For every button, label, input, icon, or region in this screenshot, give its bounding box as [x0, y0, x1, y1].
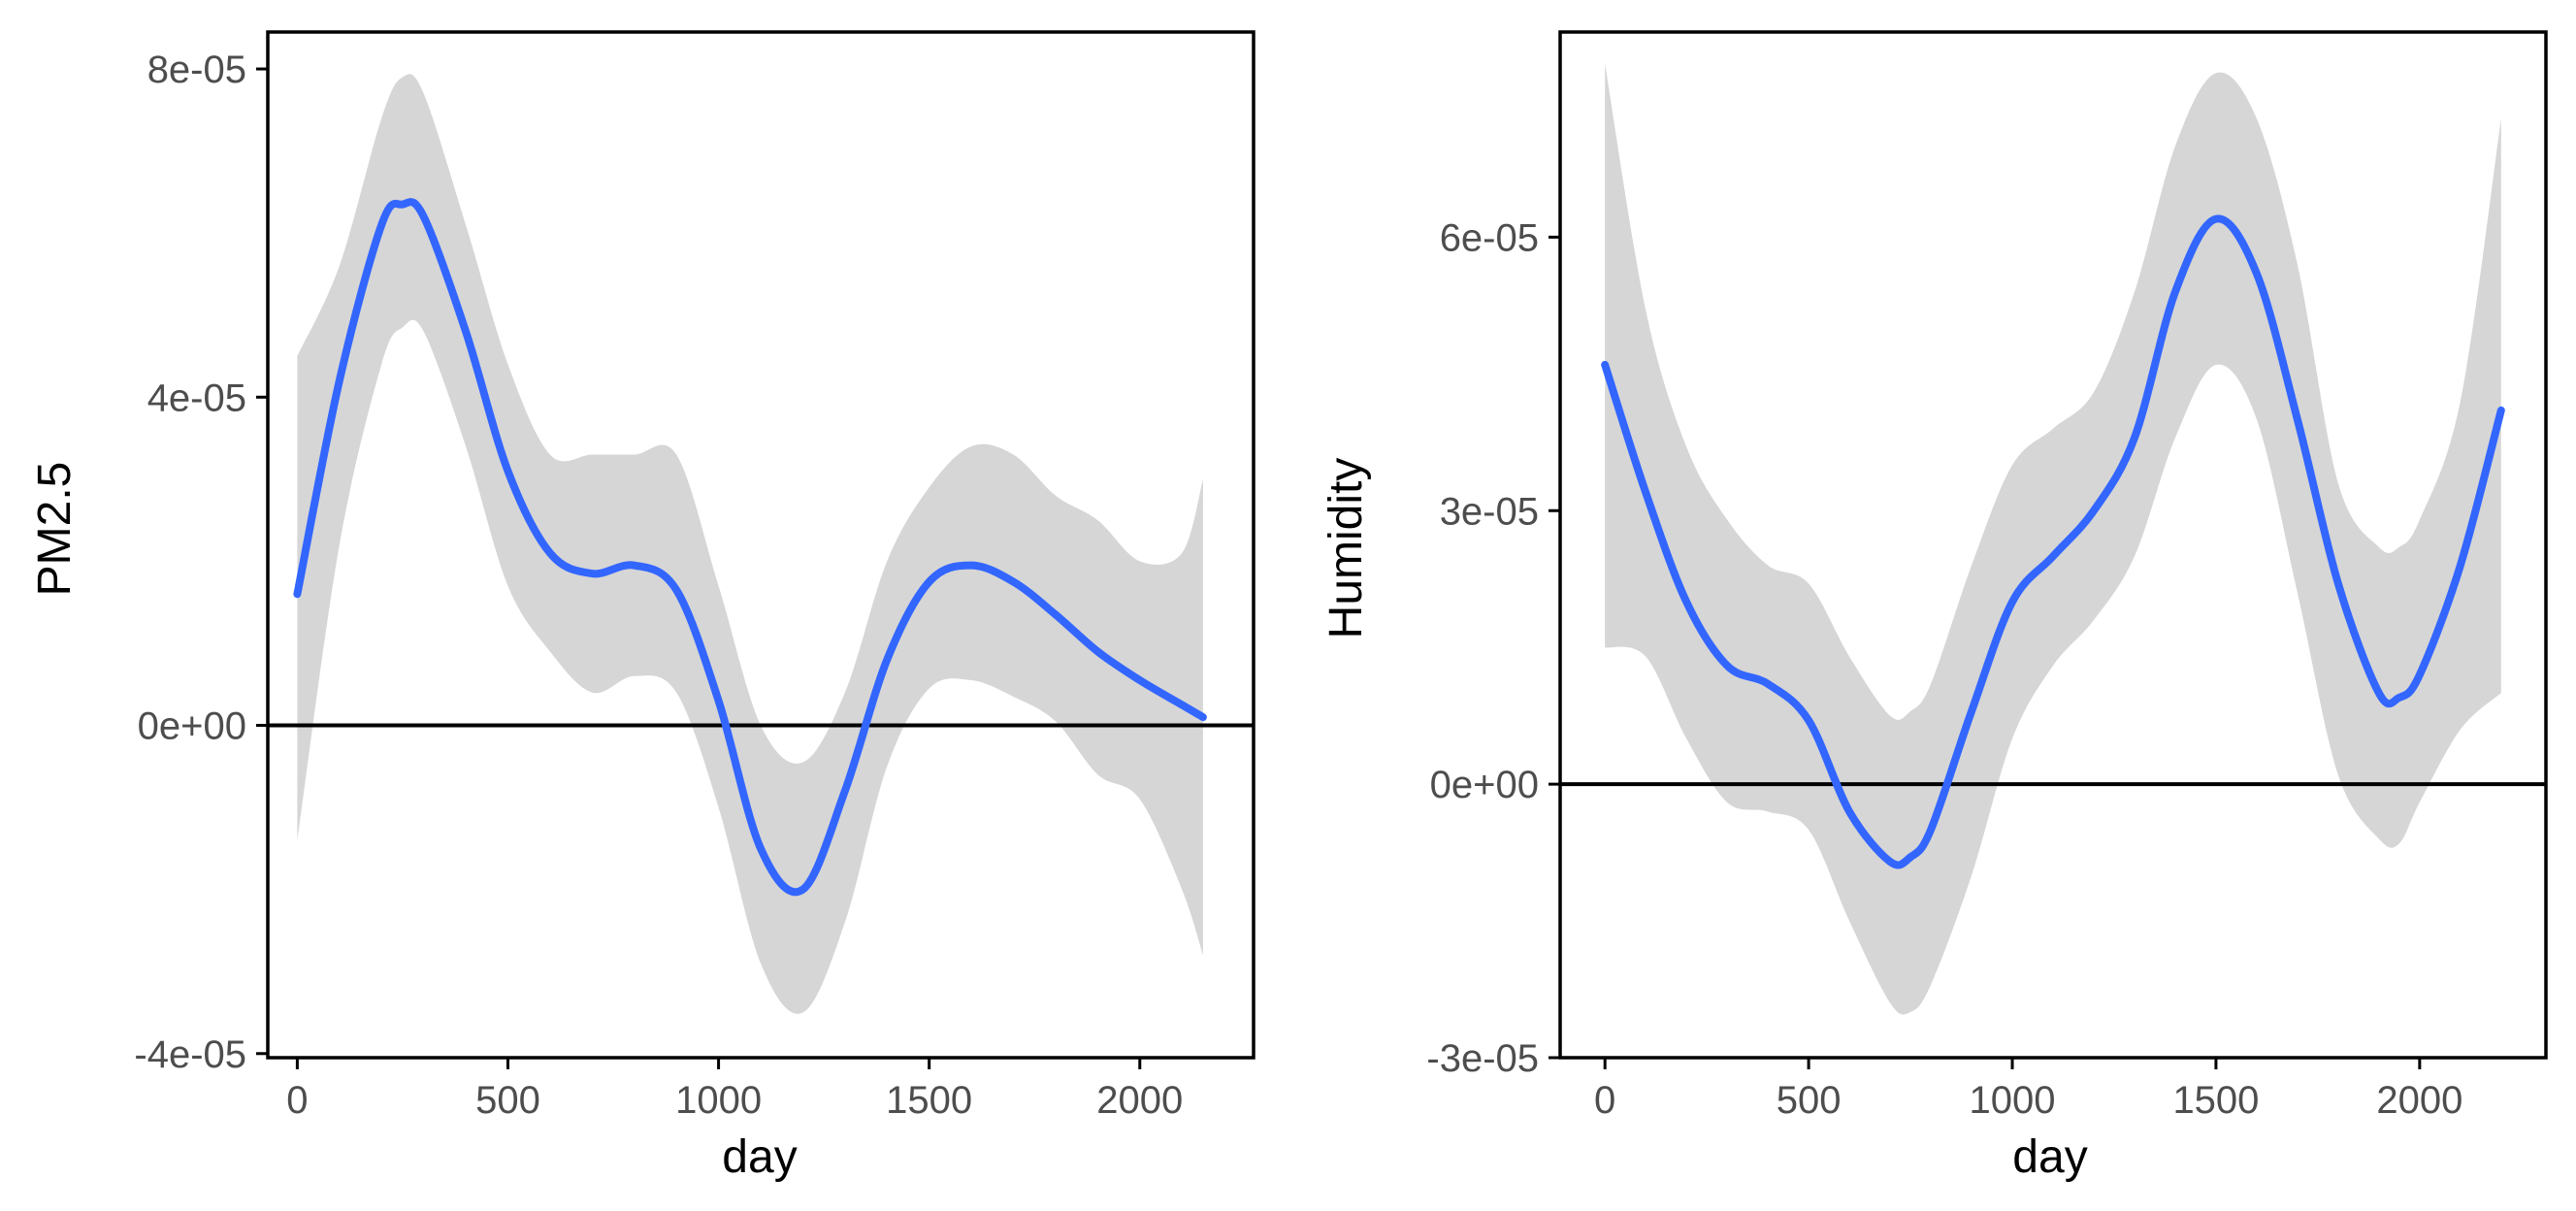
humidity-plot-frame: [1558, 30, 2548, 1060]
pm25-x-axis-title: day: [722, 1131, 797, 1183]
humidity-x-tick-label: 2000: [2376, 1079, 2462, 1122]
humidity-fitted-curve: [1601, 214, 2505, 869]
pm25-x-tick-label: 2000: [1096, 1079, 1183, 1122]
pm25-smooth-line: [293, 198, 1207, 897]
pm25-y-axis-title: PM2.5: [29, 462, 81, 597]
humidity-smooth-line: [1601, 214, 2505, 869]
pm25-plot-border: [266, 30, 1255, 1060]
pm25-plot-frame: [266, 30, 1255, 1060]
humidity-x-axis-title: day: [2012, 1131, 2087, 1183]
pm25-y-tick-label: 8e-05: [147, 49, 246, 91]
humidity-confidence-ribbon: [1605, 63, 2501, 1015]
pm25-x-tick-label: 1500: [886, 1079, 972, 1122]
pm25-x-ticks: 0 500 1000 1500 2000: [286, 1058, 1183, 1122]
humidity-x-tick-label: 1000: [1970, 1079, 2056, 1122]
humidity-y-tick-label: 3e-05: [1440, 490, 1539, 533]
humidity-y-ticks: -3e-05 0e+00 3e-05 6e-05: [1426, 216, 1560, 1080]
humidity-y-axis-title: Humidity: [1321, 458, 1372, 639]
humidity-y-tick-label: 0e+00: [1430, 764, 1539, 806]
humidity-x-tick-label: 1500: [2172, 1079, 2259, 1122]
pm25-y-tick-label: 4e-05: [147, 376, 246, 419]
pm25-x-tick-label: 500: [475, 1079, 540, 1122]
pm25-fitted-curve: [293, 198, 1207, 897]
pm25-x-tick-label: 1000: [675, 1079, 762, 1122]
humidity-panel: 0 500 1000 1500 2000 -3e-05 0e+00 3e-05 6e-05 d…: [1321, 30, 2548, 1183]
pm25-y-tick-label: -4e-05: [134, 1033, 246, 1076]
pm25-y-tick-label: 0e+00: [138, 705, 246, 748]
humidity-y-tick-label: 6e-05: [1440, 216, 1539, 259]
humidity-x-tick-label: 500: [1777, 1079, 1842, 1122]
humidity-x-tick-label: 0: [1594, 1079, 1615, 1122]
humidity-y-tick-label: -3e-05: [1426, 1037, 1539, 1080]
pm25-panel: 0 500 1000 1500 2000 -4e-05 0e+00 4e-05 8e-05 d…: [29, 30, 1255, 1183]
humidity-plot-border: [1558, 30, 2548, 1060]
pm25-y-ticks: -4e-05 0e+00 4e-05 8e-05: [134, 49, 268, 1076]
pm25-x-tick-label: 0: [286, 1079, 308, 1122]
humidity-ribbon-area: [1605, 63, 2501, 1015]
humidity-x-ticks: 0 500 1000 1500 2000: [1594, 1058, 2462, 1122]
